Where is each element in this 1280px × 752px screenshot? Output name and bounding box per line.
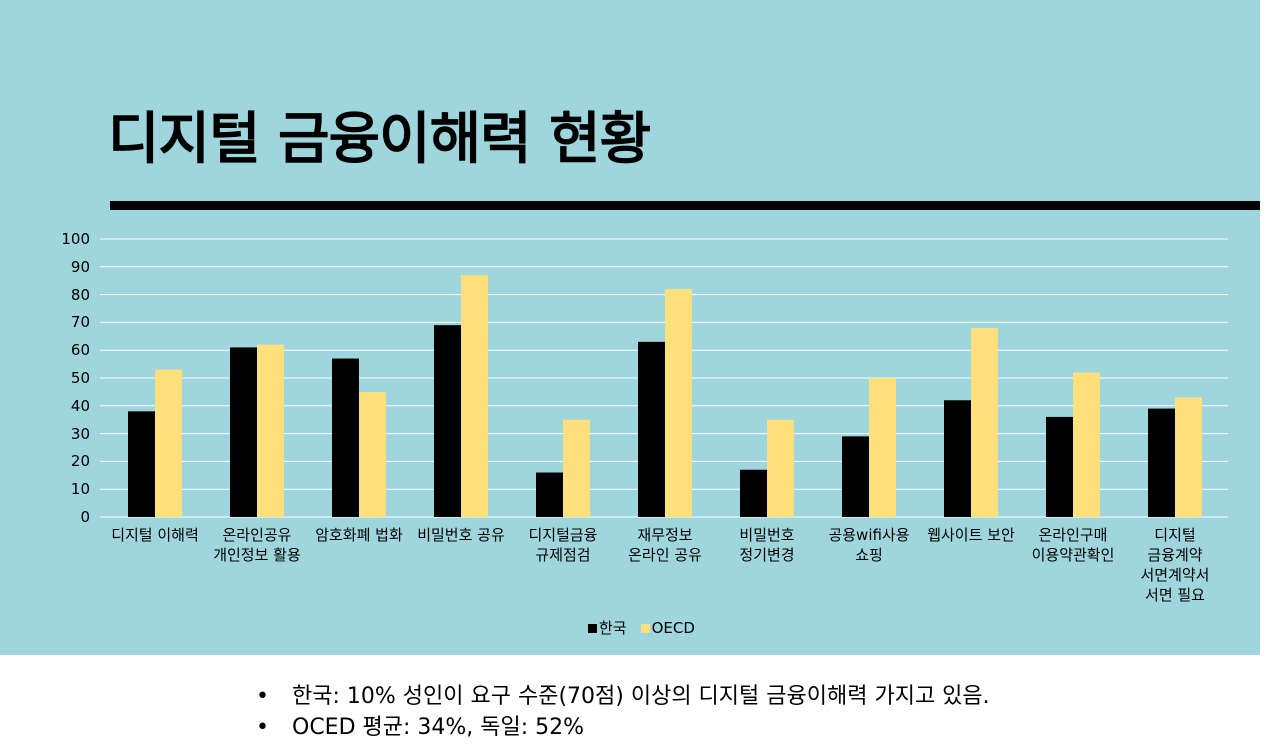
bullet-item: • OCED 평균: 34%, 독일: 52% (256, 712, 990, 743)
legend-label-oecd: OECD (651, 619, 695, 637)
y-tick-label-20: 20 (70, 452, 90, 471)
x-category-label-2: 온라인공유 개인정보 활용 (213, 526, 301, 564)
slide-title: 디지털 금융이해력 현황 (108, 107, 651, 172)
bar-oecd-5 (563, 419, 590, 517)
x-category-label-11: 디지털 금융계약 서면계약서 서면 필요 (1140, 526, 1210, 604)
x-category-label-3: 암호화폐 법화 (315, 526, 403, 544)
bar-oecd-6 (665, 289, 692, 517)
bullet-text: OCED 평균: 34%, 독일: 52% (292, 715, 585, 740)
x-category-label-6: 재무정보 온라인 공유 (628, 526, 702, 564)
bar-korea-10 (1046, 416, 1073, 517)
bar-korea-6 (638, 341, 665, 517)
legend-label-korea: 한국 (599, 619, 627, 637)
chart-legend: 한국 OECD (588, 618, 695, 638)
bullet-list: • 한국: 10% 성인이 요구 수준(70점) 이상의 디지털 금융이해력 가… (256, 681, 990, 743)
bar-oecd-9 (971, 327, 998, 517)
bar-oecd-2 (257, 344, 284, 517)
y-tick-label-60: 60 (70, 341, 90, 360)
bar-oecd-7 (767, 419, 794, 517)
bullet-text: 한국: 10% 성인이 요구 수준(70점) 이상의 디지털 금융이해력 가지고… (292, 684, 990, 709)
x-category-label-10: 온라인구매 이용약관확인 (1031, 526, 1115, 564)
y-tick-label-10: 10 (70, 480, 90, 499)
bar-korea-11 (1148, 408, 1175, 517)
bar-korea-8 (842, 436, 869, 517)
bar-chart: 한국 OECD 0 10 20 30 40 50 60 70 80 90 100 디지털 이해력 온라인… (61, 230, 1228, 638)
y-tick-label-100: 100 (61, 230, 90, 248)
bar-oecd-4 (461, 275, 488, 517)
y-tick-label-70: 70 (70, 313, 90, 332)
bar-oecd-3 (359, 391, 386, 517)
bar-oecd-8 (869, 378, 896, 517)
bar-oecd-11 (1175, 397, 1202, 517)
bar-korea-5 (536, 472, 563, 517)
legend-swatch-oecd (640, 623, 650, 633)
legend-swatch-korea (588, 623, 597, 633)
x-category-label-5: 디지털금융 규제점검 (528, 526, 598, 564)
x-category-label-8: 공용wifi사용 쇼핑 (828, 526, 910, 564)
chart-canvas (100, 238, 1228, 518)
y-tick-label-50: 50 (70, 369, 90, 387)
title-underline (110, 201, 1260, 210)
bar-oecd-10 (1073, 372, 1100, 517)
bar-korea-2 (230, 347, 257, 517)
bar-korea-3 (332, 358, 359, 517)
bullet-marker: • (256, 715, 269, 740)
y-tick-label-30: 30 (70, 424, 90, 443)
y-tick-label-40: 40 (70, 396, 90, 415)
x-category-label-7: 비밀번호 정기변경 (739, 526, 795, 564)
x-category-label-4: 비밀번호 공유 (417, 526, 505, 544)
bar-korea-9 (944, 400, 971, 517)
y-tick-label-0: 0 (80, 508, 90, 526)
y-tick-label-90: 90 (70, 257, 90, 276)
bar-korea-4 (434, 325, 461, 517)
bar-korea-1 (128, 411, 155, 517)
bullet-marker: • (256, 684, 269, 709)
bullet-item: • 한국: 10% 성인이 요구 수준(70점) 이상의 디지털 금융이해력 가… (256, 681, 990, 712)
y-tick-label-80: 80 (70, 285, 90, 304)
x-category-label-9: 웹사이트 보안 (927, 526, 1015, 544)
slide-panel (0, 0, 1260, 655)
x-category-label-1: 디지털 이해력 (111, 526, 199, 544)
bar-korea-7 (740, 469, 767, 517)
bar-oecd-1 (155, 369, 182, 517)
